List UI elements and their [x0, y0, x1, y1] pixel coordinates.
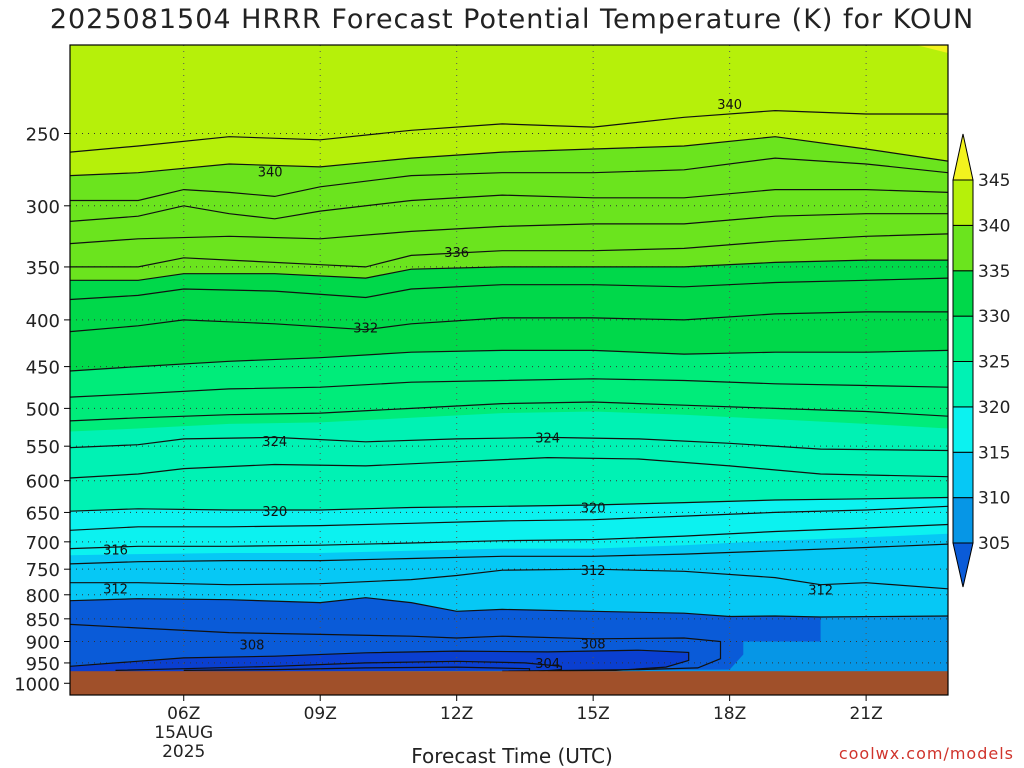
contour-334	[70, 277, 948, 301]
contour-332	[70, 311, 948, 333]
contour-label-308: 308	[240, 639, 265, 654]
contour-label-340: 340	[258, 165, 283, 180]
plot-frame	[69, 44, 949, 696]
colorbar-seg-335	[952, 224, 974, 272]
colorbar-label-330: 330	[978, 307, 1010, 327]
x-tick-label-09Z: 09Z	[304, 704, 337, 724]
contour-314	[70, 543, 948, 565]
contour-326	[70, 401, 948, 422]
chart-title: 2025081504 HRRR Forecast Potential Tempe…	[49, 4, 975, 35]
y-tick-label-900: 900	[26, 632, 60, 653]
contour-label-308: 308	[581, 637, 606, 652]
x-tick-sublabel-0: 15AUG	[154, 723, 213, 743]
colorbar-label-320: 320	[978, 398, 1010, 418]
y-tick-label-250: 250	[26, 124, 60, 145]
x-tick-label-21Z: 21Z	[849, 704, 882, 724]
y-tick-label-350: 350	[26, 258, 60, 279]
x-tick-sublabel-1: 2025	[162, 742, 205, 762]
colorbar-top-arrow	[952, 133, 974, 181]
band-below-305	[70, 650, 689, 672]
y-tick-label-600: 600	[26, 472, 60, 493]
y-tick-label-800: 800	[26, 586, 60, 607]
colorbar-label-345: 345	[978, 171, 1010, 191]
x-axis-label: Forecast Time (UTC)	[411, 744, 613, 768]
contour-306	[70, 649, 690, 672]
colorbar-label-315: 315	[978, 443, 1010, 463]
contour-330	[70, 349, 948, 372]
contour-308	[70, 623, 722, 672]
contour-335	[70, 259, 948, 281]
colorbar-seg-330	[952, 270, 974, 317]
contour-label-320: 320	[262, 505, 287, 520]
y-tick-label-850: 850	[26, 610, 60, 631]
contour-342	[70, 109, 948, 153]
y-tick-label-450: 450	[26, 358, 60, 379]
y-tick-label-950: 950	[26, 654, 60, 675]
contour-label-304: 304	[535, 657, 560, 672]
contour-label-336: 336	[444, 246, 469, 261]
contour-label-320: 320	[581, 502, 606, 517]
y-tick-label-400: 400	[26, 311, 60, 332]
colorbar-bottom-arrow	[952, 542, 974, 588]
x-tick-label-15Z: 15Z	[577, 704, 610, 724]
colorbar-seg-315	[952, 406, 974, 453]
contour-336	[70, 233, 948, 268]
colorbar-label-335: 335	[978, 262, 1010, 282]
colorbar-seg-305	[952, 497, 974, 544]
contour-328	[70, 378, 948, 398]
x-tick-label-18Z: 18Z	[713, 704, 746, 724]
colorbar-seg-340	[952, 179, 974, 226]
y-tick-label-550: 550	[26, 437, 60, 458]
colorbar-label-325: 325	[978, 353, 1010, 373]
x-tick-label-12Z: 12Z	[440, 704, 473, 724]
contour-324	[70, 436, 948, 452]
y-tick-label-300: 300	[26, 197, 60, 218]
contour-316	[70, 523, 948, 550]
contour-338	[70, 213, 948, 245]
contour-label-332: 332	[353, 322, 378, 337]
plot-area: 340 340 336 332 324 324 320 320 316 312 312 312 308 3…	[70, 45, 948, 695]
contour-318	[70, 505, 948, 531]
contour-label-316: 316	[103, 544, 128, 559]
y-tick-label-700: 700	[26, 533, 60, 554]
contour-label-340: 340	[717, 98, 742, 113]
contour-304	[115, 660, 562, 672]
contour-label-312: 312	[581, 564, 606, 579]
colorbar-seg-310	[952, 451, 974, 499]
contour-label-312: 312	[808, 583, 833, 598]
colorbar-label-305: 305	[978, 534, 1010, 554]
y-tick-label-500: 500	[26, 399, 60, 420]
x-tick-label-06Z: 06Z	[167, 704, 200, 724]
ground-fill	[70, 671, 948, 695]
y-tick-label-1000: 1000	[14, 674, 60, 695]
contour-label-312: 312	[103, 582, 128, 597]
contour-label-324: 324	[262, 435, 287, 450]
contour-322	[70, 456, 948, 479]
y-tick-label-650: 650	[26, 503, 60, 524]
band-345	[916, 45, 948, 53]
colorbar-label-310: 310	[978, 489, 1010, 509]
contour-302	[183, 666, 531, 672]
contour-320	[70, 496, 948, 512]
colorbar-seg-320	[952, 361, 974, 408]
contour-340	[70, 157, 948, 202]
colorbar-label-340: 340	[978, 216, 1010, 236]
site-credit[interactable]: coolwx.com/models	[838, 744, 1014, 763]
contour-341	[70, 136, 948, 177]
contour-310	[70, 597, 948, 618]
contour-339	[70, 189, 948, 222]
contour-label-324: 324	[535, 431, 560, 446]
colorbar-seg-325	[952, 315, 974, 362]
y-tick-label-750: 750	[26, 560, 60, 581]
contour-312	[70, 568, 948, 590]
